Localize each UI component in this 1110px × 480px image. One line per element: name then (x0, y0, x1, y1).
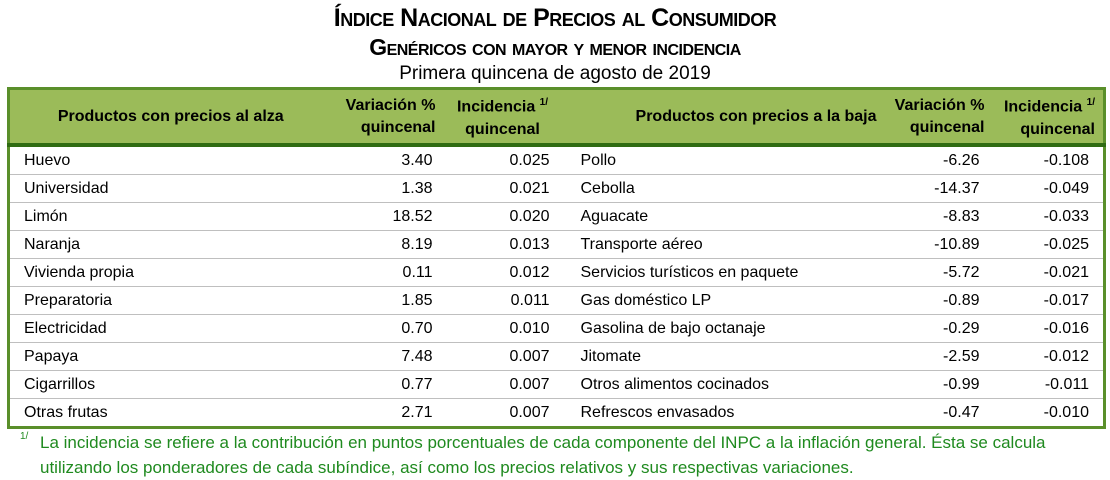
down-variation: -14.37 (881, 174, 989, 203)
up-variation: 0.77 (331, 370, 442, 399)
table-row: Preparatoria 1.85 0.011 Gas doméstico LP -0.… (8, 286, 1105, 315)
down-variation: -0.99 (881, 370, 989, 399)
down-incidence: -0.017 (988, 286, 1105, 315)
down-product: Gasolina de bajo octanaje (563, 314, 882, 343)
table-row: Huevo 3.40 0.025 Pollo -6.26 -0.108 (8, 145, 1105, 175)
down-variation: -8.83 (881, 202, 989, 231)
down-incidence: -0.033 (988, 202, 1105, 231)
down-incidence: -0.049 (988, 174, 1105, 203)
up-product: Papaya (8, 342, 332, 371)
down-product: Aguacate (563, 202, 882, 231)
up-product: Electricidad (8, 314, 332, 343)
up-incidence: 0.011 (441, 286, 564, 315)
down-variation: -6.26 (881, 145, 989, 175)
down-incidence: -0.016 (988, 314, 1105, 343)
header-down-variation: Variación % quincenal (881, 88, 989, 147)
period: Primera quincena de agosto de 2019 (399, 63, 711, 84)
down-product: Gas doméstico LP (563, 286, 882, 315)
up-incidence: 0.020 (441, 202, 564, 231)
footnote: 1/ La incidencia se refiere a la contrib… (20, 430, 1100, 480)
down-variation: -0.89 (881, 286, 989, 315)
up-variation: 7.48 (331, 342, 442, 371)
table-row: Otras frutas 2.71 0.007 Refrescos envasados… (8, 398, 1105, 428)
up-product: Otras frutas (8, 398, 332, 428)
down-incidence: -0.010 (988, 398, 1105, 428)
up-product: Naranja (8, 230, 332, 259)
down-variation: -0.47 (881, 398, 989, 428)
table-row: Cigarrillos 0.77 0.007 Otros alimentos coci… (8, 370, 1105, 399)
table-row: Naranja 8.19 0.013 Transporte aéreo -10.89 -0… (8, 230, 1105, 259)
up-variation: 1.38 (331, 174, 442, 203)
up-incidence: 0.021 (441, 174, 564, 203)
up-product: Cigarrillos (8, 370, 332, 399)
up-product: Preparatoria (8, 286, 332, 315)
footnote-mark: 1/ (20, 431, 29, 442)
table-row: Papaya 7.48 0.007 Jitomate -2.59 -0.012 (8, 342, 1105, 371)
up-variation: 1.85 (331, 286, 442, 315)
header-down-products: Productos con precios a la baja (563, 88, 882, 147)
down-product: Refrescos envasados (563, 398, 882, 428)
down-product: Servicios turísticos en paquete (563, 258, 882, 287)
up-product: Vivienda propia (8, 258, 332, 287)
up-variation: 2.71 (331, 398, 442, 428)
table-row: Limón 18.52 0.020 Aguacate -8.83 -0.033 (8, 202, 1105, 231)
up-product: Limón (8, 202, 332, 231)
down-incidence: -0.011 (988, 370, 1105, 399)
down-product: Otros alimentos cocinados (563, 370, 882, 399)
up-incidence: 0.010 (441, 314, 564, 343)
down-incidence: -0.021 (988, 258, 1105, 287)
down-product: Cebolla (563, 174, 882, 203)
subtitle: Genéricos con mayor y menor incidencia (369, 34, 741, 60)
header-up-variation: Variación % quincenal (331, 88, 442, 147)
table-row: Electricidad 0.70 0.010 Gasolina de bajo oc… (8, 314, 1105, 343)
up-variation: 8.19 (331, 230, 442, 259)
up-incidence: 0.007 (441, 370, 564, 399)
table-row: Vivienda propia 0.11 0.012 Servicios turíst… (8, 258, 1105, 287)
up-product: Huevo (8, 145, 332, 175)
header-up-products: Productos con precios al alza (8, 88, 332, 147)
up-variation: 0.70 (331, 314, 442, 343)
up-incidence: 0.012 (441, 258, 564, 287)
table-header: Productos con precios al alza Variación … (8, 88, 1105, 147)
up-incidence: 0.025 (441, 145, 564, 175)
table-row: Universidad 1.38 0.021 Cebolla -14.37 -0.049 (8, 174, 1105, 203)
title: Índice Nacional de Precios al Consumidor (333, 4, 777, 32)
up-incidence: 0.007 (441, 342, 564, 371)
down-product: Pollo (563, 145, 882, 175)
up-product: Universidad (8, 174, 332, 203)
down-product: Jitomate (563, 342, 882, 371)
header-down-incidence: Incidencia 1/quincenal (988, 88, 1105, 147)
up-variation: 18.52 (331, 202, 442, 231)
incidence-table: Productos con precios al alza Variación … (7, 87, 1106, 429)
down-incidence: -0.108 (988, 145, 1105, 175)
down-variation: -10.89 (881, 230, 989, 259)
up-variation: 0.11 (331, 258, 442, 287)
down-variation: -0.29 (881, 314, 989, 343)
down-variation: -2.59 (881, 342, 989, 371)
down-product: Transporte aéreo (563, 230, 882, 259)
header-up-incidence: Incidencia 1/quincenal (441, 88, 564, 147)
footnote-text: La incidencia se refiere a la contribuci… (40, 433, 1046, 477)
up-variation: 3.40 (331, 145, 442, 175)
up-incidence: 0.007 (441, 398, 564, 428)
up-incidence: 0.013 (441, 230, 564, 259)
down-incidence: -0.012 (988, 342, 1105, 371)
down-incidence: -0.025 (988, 230, 1105, 259)
down-variation: -5.72 (881, 258, 989, 287)
